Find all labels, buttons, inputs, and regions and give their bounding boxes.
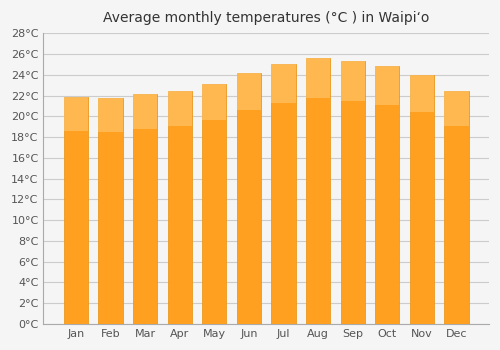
Bar	[133, 94, 157, 129]
Bar	[133, 94, 157, 324]
Bar	[98, 98, 122, 324]
Bar	[64, 97, 88, 324]
Bar	[306, 58, 330, 98]
Bar	[340, 61, 365, 101]
Bar	[410, 75, 434, 112]
Bar	[98, 98, 122, 132]
Bar	[202, 84, 226, 324]
Bar	[375, 66, 400, 324]
Bar	[272, 64, 295, 103]
Bar	[202, 84, 226, 120]
Bar	[410, 75, 434, 324]
Bar	[444, 91, 468, 126]
Bar	[272, 64, 295, 324]
Bar	[168, 91, 192, 324]
Bar	[237, 73, 261, 110]
Bar	[340, 61, 365, 324]
Bar	[64, 97, 88, 131]
Title: Average monthly temperatures (°C ) in Waipiʻo: Average monthly temperatures (°C ) in Wa…	[103, 11, 430, 25]
Bar	[375, 66, 400, 105]
Bar	[444, 91, 468, 324]
Bar	[168, 91, 192, 126]
Bar	[306, 58, 330, 324]
Bar	[237, 73, 261, 324]
